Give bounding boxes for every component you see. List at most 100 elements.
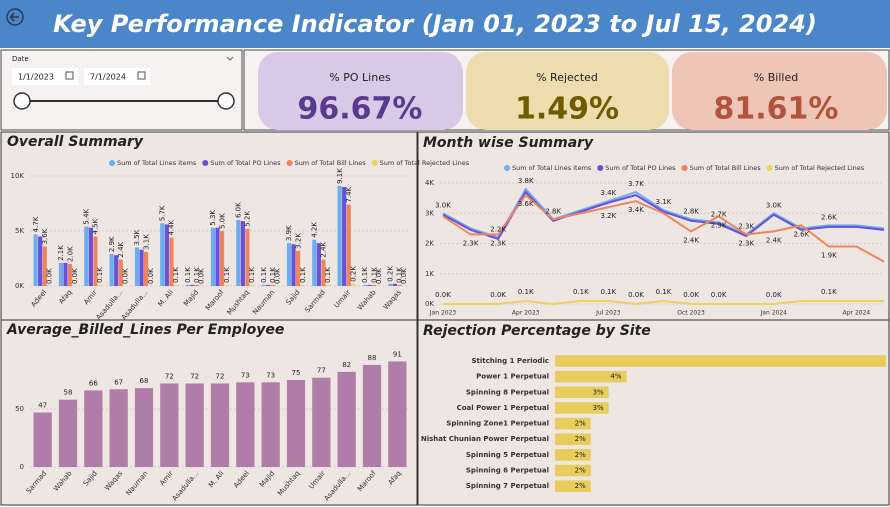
bar [58,262,64,286]
back-button[interactable] [6,8,24,26]
data-label: 2.3K [463,239,479,247]
bar [555,449,591,461]
data-label: 75 [292,369,301,377]
data-label: 1.9K [821,252,837,260]
data-label: 2% [575,467,586,475]
y-tick-label: 0K [15,282,24,290]
y-tick-label: Spinning 6 Perpetual [466,467,549,475]
bar [392,283,397,286]
bar [134,247,140,286]
bar [118,259,123,286]
data-label: 2% [575,482,586,490]
legend-swatch [202,160,209,166]
legend-swatch [504,165,510,171]
data-label: 0.0K [274,268,282,284]
slider-handle[interactable] [217,92,235,110]
bar [173,284,179,286]
y-tick-label: Nishat Chunian Power Perpetual [421,435,549,443]
data-label: 67 [114,378,123,386]
data-label: 2.4K [117,241,125,257]
legend-label: Sum of Total Rejected Lines [380,159,470,167]
header-title: Key Performance Indicator (Jan 01, 2023 … [53,10,817,38]
data-label: 4% [610,373,621,381]
y-tick-label: 0K [425,300,434,308]
bar [63,262,68,286]
data-label: 0.0K [400,268,408,284]
legend-swatch [766,165,773,171]
data-label: 2% [575,435,586,443]
data-label: 0.2K [386,266,394,282]
y-tick-label: 50 [15,405,24,413]
y-tick-label: 4K [425,179,434,187]
calendar-icon [65,71,74,80]
slicer-chevron[interactable] [226,56,234,61]
data-label: 0.1K [172,267,180,283]
kpi-value: 81.61% [714,92,839,127]
bar [321,259,326,286]
bar [362,284,368,286]
data-label: 66 [89,379,98,387]
slider-handle[interactable] [13,92,31,110]
bar [134,388,154,467]
bar [97,284,103,286]
bar [169,237,174,286]
bar [245,228,250,286]
data-label: 2.3K [490,239,506,247]
y-tick-label: 2K [425,240,434,248]
bar [296,250,301,286]
bar [367,284,372,286]
data-label: 0.0K [198,268,206,284]
y-tick-label: Stitching 1 Periodic [471,357,549,365]
data-label: 3.6K [41,228,49,244]
bar [312,239,317,286]
bar [555,370,627,383]
data-label: 3.9K [285,225,293,241]
bar [312,377,331,467]
data-label: 4.7K [32,216,40,232]
y-tick-label: 10K [11,172,25,180]
bar [325,284,331,286]
bar [555,355,886,367]
data-label: 2.6K [821,213,837,221]
kpi-value: 96.67% [298,92,423,127]
kpi-label: % Billed [754,71,798,84]
data-label: 0.1K [656,288,672,296]
data-label: 3.6K [518,200,534,208]
bar [210,383,230,467]
bar [194,284,199,286]
data-label: 2% [575,451,586,459]
data-label: 0.1K [821,288,837,296]
bar [84,390,103,467]
y-tick-label: 0 [20,463,24,471]
data-label: 2.7K [711,210,727,218]
data-label: 0.0K [435,291,451,299]
bar [388,361,407,467]
y-tick-label: Spinning 7 Perpetual [466,482,549,490]
data-label: 3% [593,404,604,412]
data-label: 2.9K [108,236,116,252]
bar [555,417,591,430]
legend-swatch [597,165,604,171]
end-date-box[interactable] [84,68,150,85]
start-date-box[interactable] [12,68,78,85]
x-tick-label: Apr 2023 [512,310,540,317]
bar [160,223,165,286]
series-line [443,299,884,306]
data-label: 2.4K [683,236,699,244]
bar [164,224,169,286]
data-label: 0.1K [324,267,332,283]
bar [351,283,356,286]
y-tick-label: Coal Power 1 Perpetual [457,404,549,412]
x-tick-label: Apr 2024 [843,310,871,317]
x-tick-label: Jan 2023 [429,310,457,317]
bar [33,234,38,286]
data-label: 0.1K [184,267,192,283]
data-label: 0.0K [711,291,727,299]
kpi-label: % PO Lines [329,71,391,84]
data-label: 68 [140,377,149,385]
data-label: 2% [575,420,586,428]
kpi-label: % Rejected [536,71,598,84]
back-arrow [9,12,19,22]
data-label: 4.4K [168,219,176,235]
